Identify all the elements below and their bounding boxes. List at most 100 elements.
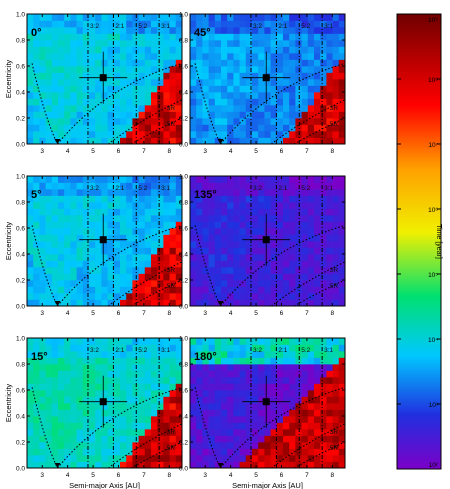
heatmap-cell — [326, 234, 333, 242]
crossing-curve — [293, 441, 346, 469]
heatmap-cell — [76, 137, 84, 145]
heatmap-cell — [239, 260, 247, 268]
heatmap-cell — [120, 105, 127, 112]
heatmap-cell — [258, 390, 265, 397]
heatmap-cell — [208, 33, 216, 41]
heatmap-cell — [289, 364, 296, 371]
heatmap-cell — [283, 409, 290, 417]
heatmap-cell — [332, 338, 340, 345]
heatmap-cell — [214, 344, 222, 352]
heatmap-cell — [276, 390, 284, 397]
x-tick-label: 5 — [91, 472, 95, 479]
heatmap-cell — [82, 215, 90, 222]
heatmap-cell — [190, 189, 197, 196]
heatmap-cell — [314, 92, 321, 99]
heatmap-cell — [227, 338, 234, 345]
heatmap-cell — [126, 390, 133, 397]
heatmap-cell — [89, 118, 96, 125]
heatmap-cell — [332, 247, 340, 255]
heatmap-cell — [214, 215, 222, 222]
heatmap-cell — [245, 293, 253, 300]
heatmap-cell — [252, 293, 259, 300]
heatmap-cell — [221, 228, 228, 235]
heatmap-cell — [151, 293, 158, 300]
heatmap-cell — [221, 20, 228, 28]
heatmap-cell — [289, 396, 296, 404]
heatmap-cell — [107, 435, 115, 443]
heatmap-cell — [332, 176, 340, 183]
heatmap-cell — [51, 234, 59, 242]
heatmap-cell — [175, 416, 183, 423]
heatmap-cell — [113, 118, 121, 125]
heatmap-cell — [45, 455, 53, 462]
heatmap-cell — [76, 20, 84, 28]
heatmap-cell — [89, 383, 96, 391]
heatmap-cell — [252, 442, 259, 449]
heatmap-cell — [157, 98, 164, 106]
heatmap-cell — [95, 66, 102, 73]
heatmap-cell — [151, 105, 158, 112]
heatmap-cell — [33, 377, 40, 384]
heatmap-cell — [33, 208, 40, 216]
heatmap-cell — [258, 357, 265, 365]
y-tick-label: 0.8 — [179, 38, 188, 45]
heatmap-cell — [202, 118, 209, 125]
heatmap-cell — [89, 247, 96, 255]
heatmap-cell — [113, 131, 121, 138]
heatmap-cell — [190, 299, 197, 307]
heatmap-cell — [138, 403, 146, 410]
heatmap-cell — [132, 267, 139, 274]
heatmap-cell — [126, 338, 133, 345]
heatmap-cell — [301, 461, 309, 469]
heatmap-cell — [245, 46, 253, 54]
heatmap-cell — [208, 267, 216, 274]
heatmap-cell — [51, 403, 59, 410]
heatmap-cell — [196, 344, 203, 352]
heatmap-cell — [227, 461, 234, 469]
heatmap-cell — [151, 40, 158, 47]
heatmap-cell — [126, 92, 133, 99]
heatmap-cell — [214, 98, 222, 106]
heatmap-cell — [289, 273, 296, 281]
heatmap-cell — [33, 137, 40, 145]
heatmap-cell — [264, 182, 271, 190]
heatmap-cell — [175, 124, 183, 132]
heatmap-cell — [276, 195, 284, 203]
heatmap-cell — [258, 383, 265, 391]
heatmap-cell — [283, 461, 290, 469]
heatmap-cell — [101, 364, 108, 371]
heatmap-cell — [314, 124, 321, 132]
heatmap-cell — [258, 267, 265, 274]
heatmap-cell — [202, 377, 209, 384]
heatmap-cell — [151, 416, 158, 423]
heatmap-cell — [169, 208, 177, 216]
heatmap-cell — [151, 364, 158, 371]
heatmap-cell — [101, 131, 108, 138]
x-tick-label: 6 — [280, 310, 284, 317]
heatmap-cell — [264, 254, 271, 261]
heatmap-cell — [258, 260, 265, 268]
heatmap-cell — [289, 195, 296, 203]
heatmap-cell — [169, 383, 177, 391]
heatmap-cell — [95, 448, 102, 456]
heatmap-cell — [320, 92, 327, 99]
heatmap-cell — [58, 396, 65, 404]
heatmap-cell — [175, 53, 183, 60]
heatmap-cell — [144, 357, 152, 365]
crossing-curve — [220, 224, 346, 307]
heatmap-cell — [126, 111, 133, 119]
heatmap-cell — [202, 234, 209, 242]
y-tick-label: 0.0 — [16, 142, 25, 149]
heatmap-cell — [51, 195, 59, 203]
resonance-label: 3:2 — [90, 185, 99, 192]
heatmap-cell — [202, 195, 209, 203]
heatmap-cell — [326, 20, 333, 28]
panel-angle-label: 15° — [31, 351, 48, 363]
heatmap-cell — [95, 247, 102, 255]
heatmap-cell — [157, 241, 164, 248]
heatmap-cell — [307, 370, 315, 378]
heatmap-cell — [144, 351, 152, 358]
heatmap-cell — [338, 455, 346, 462]
heatmap-cell — [326, 111, 333, 119]
